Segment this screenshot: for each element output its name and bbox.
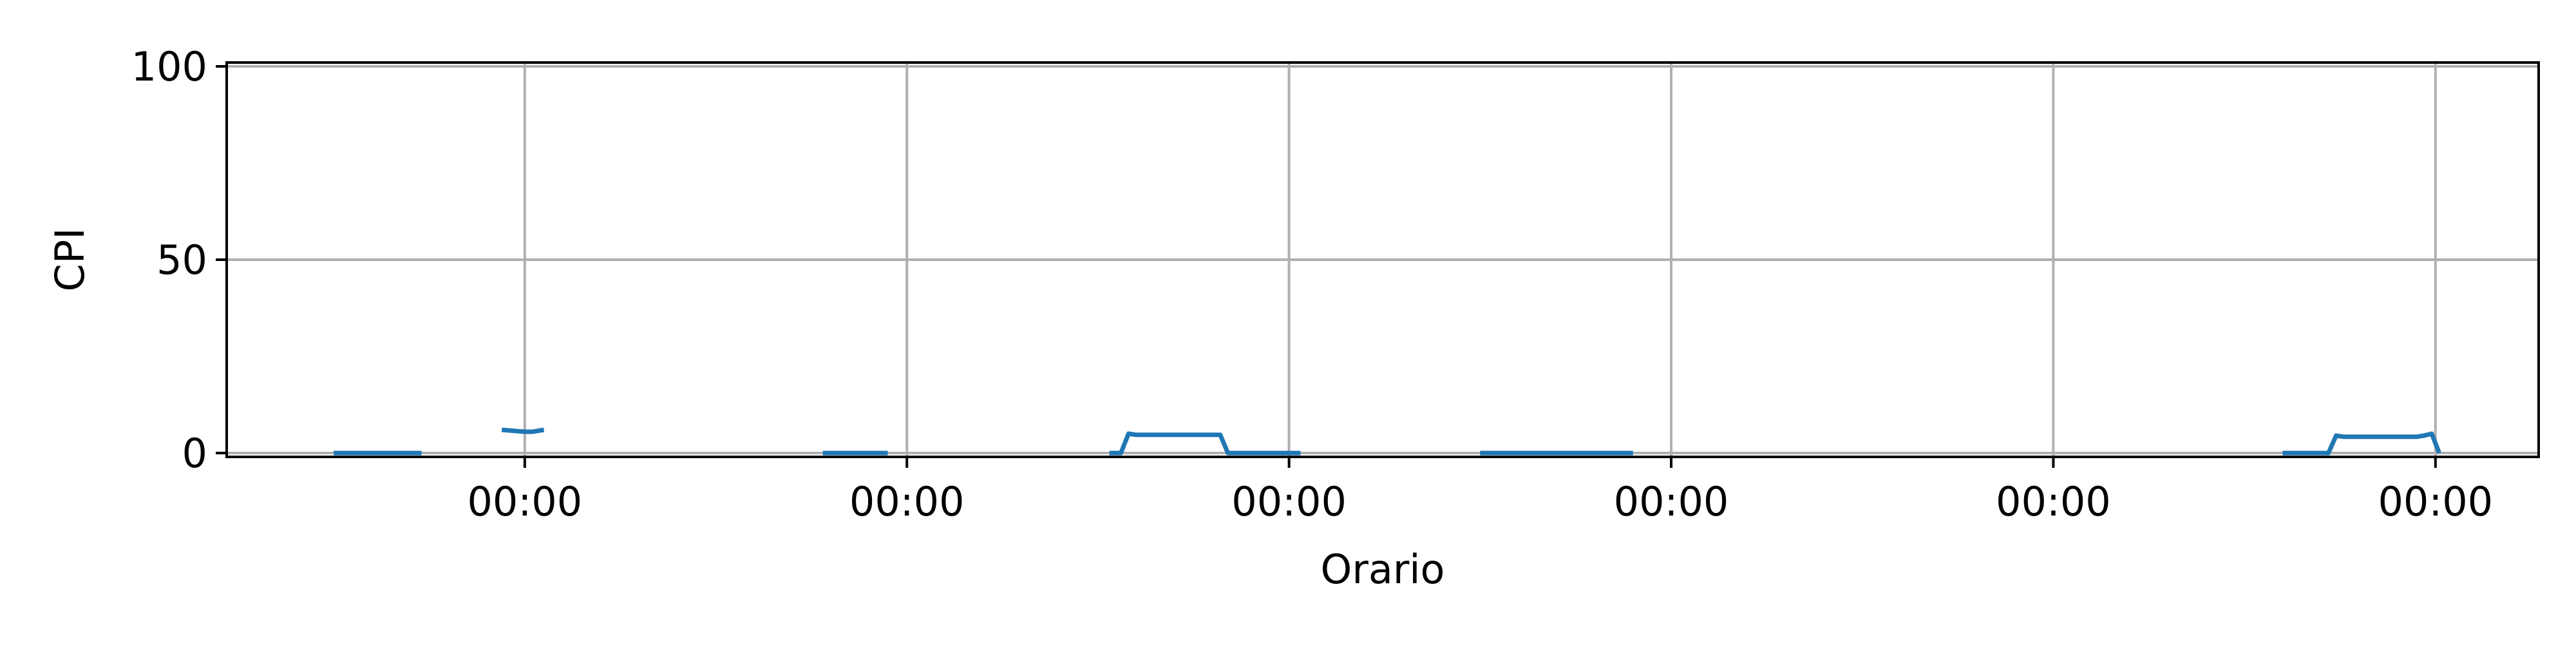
- y-tick-label: 50: [156, 237, 207, 284]
- x-axis-label: Orario: [1321, 546, 1445, 593]
- series-layer: [334, 427, 2441, 456]
- x-tick-label: 00:00: [849, 478, 965, 525]
- cpi-series-segment: [501, 427, 545, 434]
- x-tick-label: 00:00: [467, 478, 582, 525]
- tick-layer: 00:00 00:00 00:00 00:00 00:00 00:00 0 50 100: [131, 43, 2493, 525]
- x-tick-label: 00:00: [1996, 478, 2111, 525]
- x-tick-label: 00:00: [1231, 478, 1347, 525]
- y-axis-label: CPI: [46, 228, 93, 292]
- x-tick-label: 00:00: [1614, 478, 1729, 525]
- grid-layer: [227, 63, 2539, 457]
- y-tick-label: 0: [182, 430, 207, 477]
- cpi-series-segment: [2282, 431, 2441, 456]
- cpi-series-segment: [1109, 431, 1301, 456]
- y-tick-label: 100: [131, 43, 207, 90]
- x-tick-label: 00:00: [2378, 478, 2493, 525]
